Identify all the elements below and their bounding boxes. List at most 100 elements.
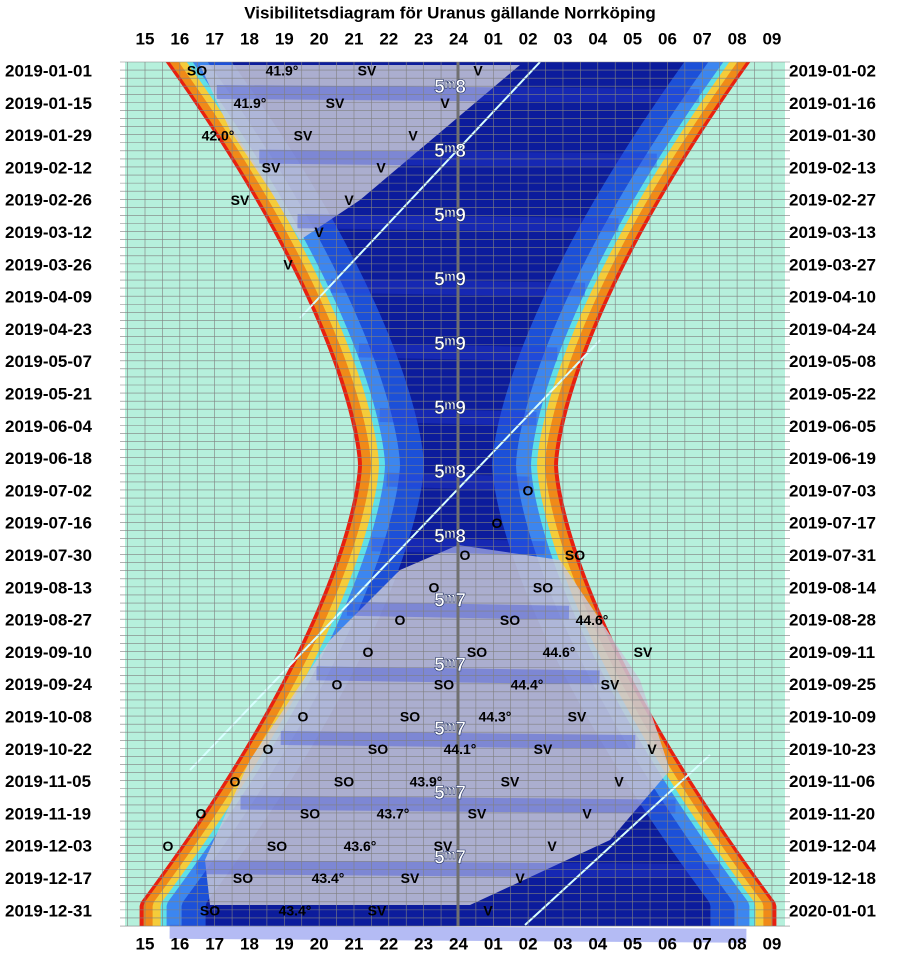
date-label: 2019-07-02: [5, 481, 92, 500]
magnitude-label: 5ᵐ9: [434, 205, 466, 226]
hour-label: 18: [240, 29, 259, 48]
annotation: 44.6°: [576, 612, 609, 628]
date-label: 2019-03-26: [5, 255, 92, 274]
date-label: 2019-07-30: [5, 546, 92, 565]
date-label: 2019-07-16: [5, 514, 92, 533]
annotation: 43.4°: [279, 903, 312, 919]
hour-label: 21: [345, 29, 364, 48]
annotation: O: [523, 483, 534, 499]
hour-label: 02: [519, 934, 538, 953]
moon-line: [524, 754, 711, 926]
date-label: 2019-01-15: [5, 94, 92, 113]
annotation: V: [647, 741, 657, 757]
stripe: [169, 924, 747, 943]
annotation: SO: [467, 644, 487, 660]
hour-label: 15: [136, 934, 155, 953]
date-label: 2019-05-07: [5, 352, 92, 371]
annotation: 41.9°: [266, 63, 299, 79]
annotation: O: [230, 773, 241, 789]
magnitude-label: 5ᵐ7: [434, 783, 466, 804]
annotation: O: [460, 547, 471, 563]
annotation: 41.9°: [234, 95, 267, 111]
date-label: 2019-05-08: [789, 352, 876, 371]
annotation: V: [344, 192, 354, 208]
moon-area: [200, 65, 520, 240]
hour-label: 01: [484, 29, 503, 48]
annotation: O: [395, 612, 406, 628]
hour-label: 24: [449, 29, 468, 48]
magnitude-label: 5ᵐ8: [434, 526, 466, 547]
annotation: V: [440, 95, 450, 111]
annotation: SV: [262, 160, 281, 176]
date-label: 2019-04-10: [789, 288, 876, 307]
hour-label: 22: [379, 29, 398, 48]
annotation: O: [196, 806, 207, 822]
hour-label: 19: [275, 934, 294, 953]
date-label: 2019-12-03: [5, 837, 92, 856]
date-label: 2019-09-11: [789, 643, 875, 662]
hour-label: 02: [519, 29, 538, 48]
hour-label: 24: [449, 934, 468, 953]
annotation: SV: [434, 838, 453, 854]
annotation: V: [582, 806, 592, 822]
date-label: 2019-02-26: [5, 191, 92, 210]
annotation: SV: [501, 773, 520, 789]
hour-label: 09: [762, 29, 781, 48]
date-label: 2019-06-04: [5, 417, 93, 436]
date-label: 2019-07-03: [789, 481, 876, 500]
date-label: 2019-08-28: [789, 611, 876, 630]
annotation: 44.4°: [511, 676, 544, 692]
annotation: O: [163, 838, 174, 854]
date-label: 2019-11-19: [5, 804, 91, 823]
magnitude-label: 5ᵐ7: [434, 591, 466, 612]
annotation: SV: [231, 192, 250, 208]
moon-line: [189, 339, 601, 771]
moon-line: [299, 61, 541, 319]
annotation: SO: [368, 741, 388, 757]
hour-label: 03: [553, 29, 572, 48]
annotation: O: [429, 580, 440, 596]
hour-label: 15: [136, 29, 155, 48]
annotation: SV: [401, 870, 420, 886]
annotation: SV: [358, 63, 377, 79]
annotation: SO: [565, 547, 585, 563]
annotation: 44.6°: [543, 644, 576, 660]
annotation: V: [314, 224, 324, 240]
date-label: 2019-05-22: [789, 384, 876, 403]
date-label: 2019-09-24: [5, 675, 93, 694]
date-label: 2019-01-02: [789, 61, 876, 80]
date-label: 2019-12-17: [5, 869, 92, 888]
date-label: 2019-09-25: [789, 675, 876, 694]
date-label: 2019-06-05: [789, 417, 876, 436]
hour-label: 05: [623, 29, 642, 48]
date-label: 2019-07-31: [789, 546, 876, 565]
date-label: 2019-01-29: [5, 126, 92, 145]
hour-label: 17: [205, 29, 224, 48]
annotation: O: [332, 676, 343, 692]
annotation: SV: [368, 903, 387, 919]
hour-label: 06: [658, 934, 677, 953]
moon-area: [205, 545, 670, 905]
annotation: SO: [233, 870, 253, 886]
hour-label: 17: [205, 934, 224, 953]
date-label: 2019-05-21: [5, 384, 92, 403]
annotation: 44.1°: [444, 741, 477, 757]
labels: 15 15 16 16 17 17 18 18 19 19 20 20 21 21 22 22 23 23 24 24…: [5, 29, 877, 953]
annotation: SV: [634, 644, 653, 660]
magnitude-label: 5ᵐ7: [434, 847, 466, 868]
annotation: SO: [334, 773, 354, 789]
grid: [120, 61, 790, 927]
date-label: 2019-10-09: [789, 707, 876, 726]
annotation: O: [363, 644, 374, 660]
annotation: SO: [187, 63, 207, 79]
date-label: 2019-08-27: [5, 611, 92, 630]
title: Visibilitetsdiagram för Uranus gällande …: [244, 3, 656, 22]
annotation: SO: [300, 806, 320, 822]
annotation: SV: [326, 95, 345, 111]
annotation: V: [614, 773, 624, 789]
annotation: 43.4°: [312, 870, 345, 886]
date-label: 2019-10-08: [5, 707, 92, 726]
annotation: V: [547, 838, 557, 854]
annotation: SO: [500, 612, 520, 628]
annotation: V: [408, 127, 418, 143]
